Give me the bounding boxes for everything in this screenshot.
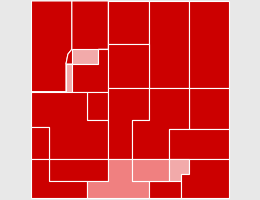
- Polygon shape: [170, 129, 229, 159]
- Polygon shape: [108, 45, 149, 88]
- Polygon shape: [132, 88, 189, 159]
- Polygon shape: [31, 2, 72, 92]
- Polygon shape: [108, 2, 149, 45]
- Polygon shape: [72, 50, 108, 92]
- Polygon shape: [189, 2, 229, 88]
- Polygon shape: [31, 92, 108, 159]
- Polygon shape: [108, 88, 149, 159]
- Polygon shape: [149, 2, 189, 88]
- Polygon shape: [132, 159, 170, 181]
- Polygon shape: [49, 159, 108, 181]
- Polygon shape: [31, 127, 49, 159]
- Polygon shape: [170, 159, 189, 181]
- Polygon shape: [149, 159, 189, 198]
- Polygon shape: [181, 159, 229, 198]
- Polygon shape: [189, 88, 229, 129]
- Polygon shape: [31, 159, 87, 198]
- Polygon shape: [87, 159, 149, 198]
- Polygon shape: [66, 2, 108, 65]
- Polygon shape: [87, 92, 108, 121]
- Polygon shape: [31, 50, 99, 127]
